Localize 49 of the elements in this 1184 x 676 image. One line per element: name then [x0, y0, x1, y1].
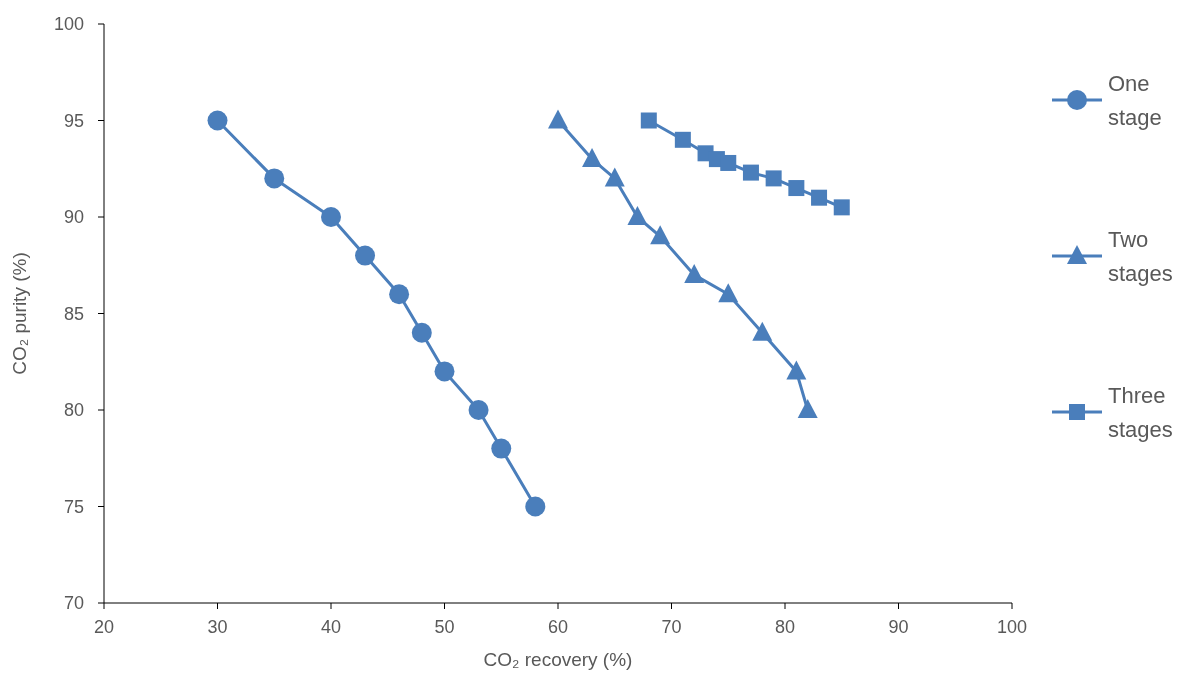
point	[389, 284, 410, 305]
legend-label: One stage	[1108, 71, 1162, 130]
point	[627, 206, 648, 225]
point	[640, 112, 657, 129]
y-axis-title: CO₂ purity (%)	[9, 252, 30, 375]
point	[548, 109, 568, 129]
point	[684, 263, 705, 283]
point	[833, 199, 850, 216]
x-tick-label: 60	[547, 617, 569, 637]
point	[720, 154, 737, 171]
legend-label: Two stages	[1108, 227, 1173, 286]
point	[468, 400, 489, 420]
x-tick-label: 70	[661, 617, 682, 637]
x-tick-label: 100	[996, 617, 1028, 637]
point	[604, 167, 625, 187]
point	[786, 360, 807, 380]
x-axis-title: CO₂ recovery (%)	[483, 649, 633, 670]
point	[718, 283, 739, 303]
point	[411, 322, 432, 343]
point	[742, 164, 759, 181]
point	[797, 399, 818, 418]
x-tick-label: 30	[207, 617, 228, 637]
point	[765, 170, 782, 187]
point	[355, 245, 376, 266]
x-tick-label: 50	[434, 617, 455, 637]
point	[752, 321, 773, 341]
point	[811, 189, 828, 206]
point	[674, 131, 691, 148]
x-tick-label: 20	[93, 617, 115, 637]
point	[264, 168, 285, 189]
point	[207, 110, 228, 131]
point	[491, 438, 512, 459]
y-tick-label: 100	[53, 14, 84, 34]
y-tick-label: 85	[63, 303, 84, 324]
x-tick-label: 90	[888, 617, 909, 637]
x-tick-label: 80	[774, 617, 796, 637]
point	[788, 180, 805, 197]
y-tick-label: 75	[63, 496, 84, 517]
point	[434, 361, 455, 382]
y-tick-label: 95	[63, 110, 84, 131]
point	[650, 225, 671, 245]
y-tick-label: 70	[63, 593, 84, 613]
x-tick-label: 40	[320, 617, 342, 637]
point	[321, 207, 341, 227]
y-tick-label: 90	[63, 207, 84, 227]
point	[582, 148, 603, 168]
point	[525, 496, 546, 517]
legend-label: Three stages	[1108, 383, 1173, 442]
y-tick-label: 80	[63, 400, 84, 420]
